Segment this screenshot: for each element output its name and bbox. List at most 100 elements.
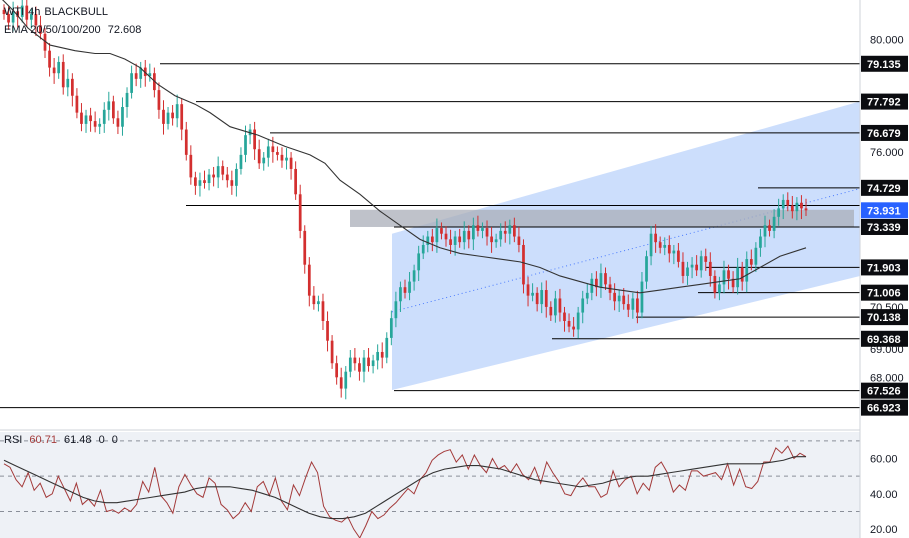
candle-body bbox=[89, 115, 92, 122]
candle-body bbox=[225, 174, 229, 181]
candle-body bbox=[417, 253, 421, 271]
candle-body bbox=[280, 154, 284, 161]
candle-body bbox=[57, 61, 61, 74]
resistance-zone bbox=[350, 209, 854, 227]
candle-body bbox=[677, 250, 680, 262]
rsi-legend: RSI 60.71 61.48 0 0 bbox=[4, 434, 122, 446]
candle-body bbox=[654, 233, 657, 243]
candle-body bbox=[198, 180, 202, 186]
candle-body bbox=[430, 236, 434, 243]
candle-body bbox=[307, 264, 311, 296]
candle-body bbox=[772, 216, 776, 231]
price-level-tag bbox=[861, 330, 908, 347]
candle-body bbox=[148, 73, 152, 77]
candle-body bbox=[453, 236, 457, 245]
candle-body bbox=[471, 225, 475, 240]
rsi-line bbox=[3, 445, 807, 538]
rsi-pane bbox=[0, 432, 860, 538]
timeframe-label: 4h bbox=[28, 6, 41, 18]
candle-body bbox=[686, 267, 689, 276]
price-level-tag-label: 70.138 bbox=[867, 312, 901, 324]
candle-body bbox=[34, 14, 38, 26]
candle-body bbox=[326, 321, 329, 341]
price-level-tag-label: 76.679 bbox=[867, 128, 901, 140]
candle-body bbox=[690, 264, 694, 268]
candle-body bbox=[595, 278, 598, 288]
price-level-tag-label: 79.135 bbox=[867, 59, 901, 71]
candle-body bbox=[98, 123, 102, 127]
candle-body bbox=[777, 208, 781, 217]
candle-body bbox=[317, 301, 320, 305]
candle-body bbox=[2, 9, 6, 15]
candle-body bbox=[440, 228, 443, 234]
candle-body bbox=[111, 101, 115, 119]
candle-body bbox=[48, 50, 51, 68]
candle-body bbox=[134, 73, 138, 79]
candle-body bbox=[102, 109, 106, 124]
candle-body bbox=[116, 118, 120, 127]
candle-body bbox=[139, 67, 143, 79]
candle-body bbox=[567, 321, 571, 327]
candle-body bbox=[348, 357, 352, 372]
candle-body bbox=[262, 157, 266, 164]
candle-body bbox=[781, 199, 785, 209]
candle-body bbox=[362, 357, 366, 372]
source-label: BLACKBULL bbox=[44, 6, 109, 18]
ascending-channel bbox=[392, 101, 860, 390]
candle-body bbox=[672, 250, 676, 254]
candle-body bbox=[253, 129, 256, 150]
candle-body bbox=[494, 239, 498, 243]
price-level-tag bbox=[861, 259, 908, 276]
candle-body bbox=[294, 168, 298, 195]
candle-body bbox=[786, 199, 790, 206]
channel-midline bbox=[391, 188, 861, 313]
rsi-value-2: 61.48 bbox=[64, 434, 92, 446]
symbol-legend: WTI 4h BLACKBULL bbox=[4, 6, 112, 18]
candle-body bbox=[617, 295, 621, 302]
candle-body bbox=[194, 177, 197, 186]
candle-body bbox=[285, 157, 288, 161]
price-level-tag bbox=[861, 309, 908, 326]
candle-body bbox=[412, 270, 416, 282]
candle-body bbox=[130, 73, 133, 93]
candle-body bbox=[636, 298, 639, 313]
candle-body bbox=[335, 363, 339, 378]
candle-body bbox=[718, 284, 721, 293]
candle-body bbox=[20, 5, 24, 17]
candle-body bbox=[230, 180, 234, 186]
candle-body bbox=[503, 230, 507, 234]
price-level-tag bbox=[861, 124, 908, 141]
rsi-ma-line bbox=[3, 456, 806, 520]
candle-body bbox=[171, 112, 174, 119]
candle-body bbox=[499, 230, 503, 240]
candle-body bbox=[490, 236, 493, 243]
candle-body bbox=[358, 363, 361, 372]
candle-body bbox=[444, 233, 448, 240]
candle-body bbox=[535, 292, 539, 305]
candle-body bbox=[740, 267, 744, 282]
candle-body bbox=[385, 337, 389, 358]
candle-body bbox=[80, 112, 83, 124]
candle-body bbox=[699, 256, 703, 271]
candle-body bbox=[189, 154, 193, 178]
candle-body bbox=[467, 230, 471, 240]
candle-body bbox=[590, 278, 594, 293]
price-level-tag bbox=[861, 399, 908, 416]
candle-body bbox=[631, 298, 635, 310]
price-level-tag-label: 74.729 bbox=[867, 183, 901, 195]
candle-body bbox=[312, 295, 316, 305]
candle-body bbox=[175, 104, 179, 119]
candle-body bbox=[244, 135, 247, 155]
candle-body bbox=[667, 244, 671, 254]
current-price-tag-label: 73.931 bbox=[867, 205, 901, 217]
candle-body bbox=[107, 101, 111, 110]
price-level-tag-label: 67.526 bbox=[867, 386, 901, 398]
price-level-tag-label: 69.368 bbox=[867, 334, 901, 346]
candle-body bbox=[221, 166, 225, 175]
price-level-tag bbox=[861, 179, 908, 196]
candle-body bbox=[563, 312, 566, 321]
y-tick-label: 69.000 bbox=[870, 344, 904, 356]
candle-body bbox=[736, 267, 740, 288]
